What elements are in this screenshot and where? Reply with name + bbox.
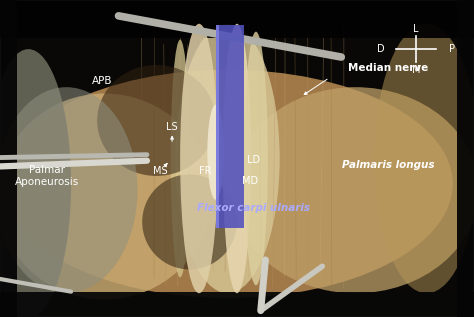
Bar	[216, 25, 244, 228]
Text: P: P	[449, 44, 455, 54]
Ellipse shape	[374, 24, 474, 293]
Ellipse shape	[171, 40, 190, 277]
Text: Aponeurosis: Aponeurosis	[15, 177, 80, 187]
Bar	[216, 25, 219, 228]
Ellipse shape	[97, 65, 216, 176]
Text: LS: LS	[166, 122, 178, 132]
Bar	[457, 0, 474, 317]
Ellipse shape	[142, 174, 237, 269]
Text: Palmar: Palmar	[29, 165, 65, 175]
Text: FR: FR	[199, 165, 211, 176]
Ellipse shape	[0, 49, 71, 317]
Ellipse shape	[232, 87, 474, 293]
Ellipse shape	[208, 105, 224, 200]
Bar	[0, 292, 474, 317]
Ellipse shape	[0, 94, 211, 300]
Text: Median nerve: Median nerve	[348, 63, 428, 73]
Text: APB: APB	[91, 76, 112, 86]
Ellipse shape	[2, 70, 453, 298]
Ellipse shape	[175, 24, 280, 293]
Text: LD: LD	[247, 155, 260, 165]
Ellipse shape	[244, 32, 268, 285]
Text: Flexor carpi ulnaris: Flexor carpi ulnaris	[197, 203, 310, 213]
Ellipse shape	[0, 87, 137, 293]
Text: Palmaris longus: Palmaris longus	[342, 160, 435, 170]
Text: MD: MD	[242, 176, 258, 186]
Ellipse shape	[223, 24, 251, 293]
Bar	[0, 0, 17, 317]
Text: M: M	[412, 65, 420, 75]
Text: MS: MS	[153, 165, 167, 176]
Text: L: L	[413, 23, 419, 34]
Text: D: D	[377, 44, 384, 54]
Ellipse shape	[180, 24, 218, 293]
Bar	[0, 0, 474, 38]
